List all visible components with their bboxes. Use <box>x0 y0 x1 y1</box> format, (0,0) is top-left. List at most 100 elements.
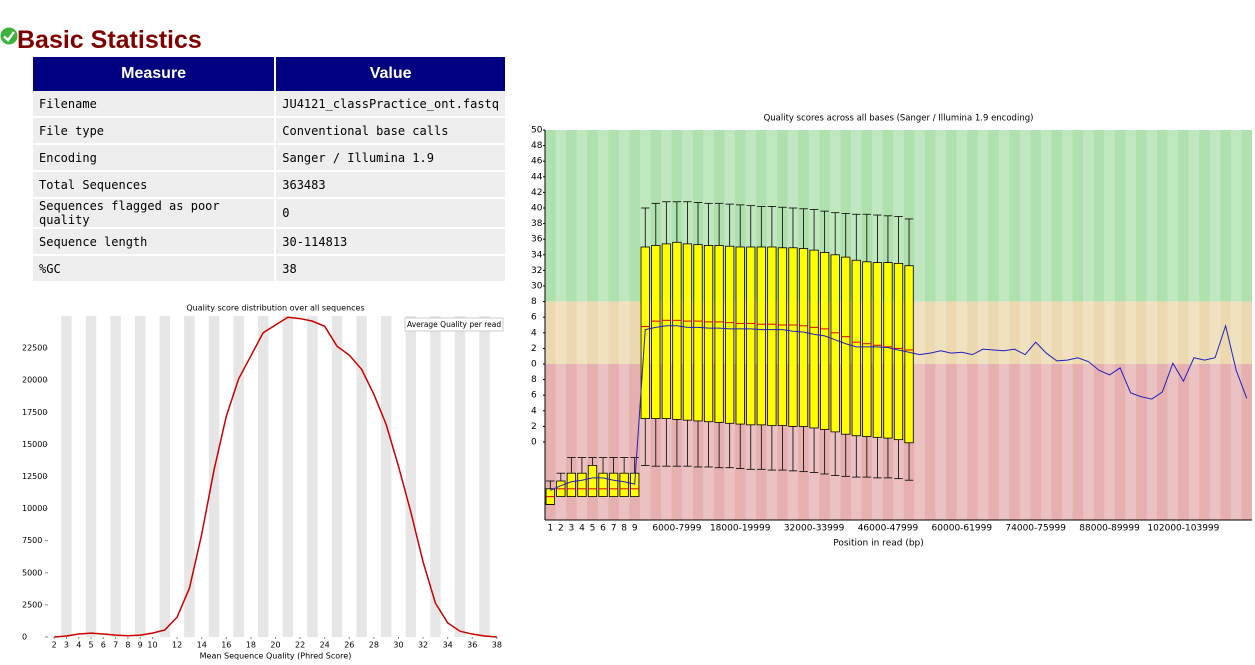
stripe <box>356 316 367 637</box>
table-row: Encoding Sanger / Illumina 1.9 <box>33 144 507 172</box>
box <box>756 246 766 426</box>
y-tick-label: 0 <box>531 360 537 370</box>
stripe <box>110 316 121 637</box>
stripe <box>956 130 968 520</box>
stripe <box>977 130 989 520</box>
stripe <box>1209 130 1221 520</box>
value-cell: JU4121_classPractice_ont.fastq <box>275 91 507 118</box>
x-tick-label: 28 <box>369 641 379 650</box>
table-header: Measure Value <box>33 57 507 91</box>
y-tick-label: 15000 <box>22 440 47 449</box>
x-tick-label: 5 <box>590 524 596 534</box>
stripe <box>331 316 343 637</box>
series-line <box>54 316 497 638</box>
y-tick-label: 22500 <box>22 344 47 353</box>
x-tick-label: 88000-89999 <box>1079 524 1140 534</box>
x-tick-label: 46000-47999 <box>858 524 919 534</box>
box <box>841 256 851 435</box>
legend-box <box>404 317 504 332</box>
y-tick-label: 20000 <box>22 376 47 385</box>
box <box>735 246 745 425</box>
x-tick-label: 8 <box>621 524 627 534</box>
x-tick-label: 8 <box>125 641 130 650</box>
stripe <box>597 130 609 520</box>
x-tick-label: 2 <box>558 524 564 534</box>
column-header: Value <box>275 57 507 91</box>
stripe <box>61 316 72 637</box>
box <box>619 472 629 498</box>
y-tick-label: 38 <box>531 219 543 229</box>
stripe <box>208 316 220 637</box>
box <box>608 472 619 498</box>
x-tick-label: 18000-19999 <box>710 524 771 534</box>
section-title: Basic Statistics <box>17 26 202 54</box>
stripe <box>1019 130 1031 520</box>
table-row: Filename JU4121_classPractice_ont.fastq <box>33 91 507 118</box>
y-tick-label: 2 <box>531 422 537 432</box>
measure-cell: Encoding <box>33 144 277 172</box>
x-tick-label: 32 <box>418 641 428 650</box>
y-tick-label: 36 <box>531 235 543 245</box>
table-row: Sequences flagged as poor quality 0 <box>33 198 507 229</box>
x-tick-label: 60000-61999 <box>932 524 993 534</box>
y-tick-label: 10000 <box>22 504 47 513</box>
y-tick-label: 6 <box>531 391 537 401</box>
mean-line <box>550 323 1248 491</box>
value-cell: 0 <box>275 198 507 229</box>
y-tick-label: 8 <box>531 297 537 307</box>
measure-cell: %GC <box>33 255 277 283</box>
box <box>809 249 819 429</box>
x-tick-label: 1 <box>547 524 553 534</box>
measure-cell: Total Sequences <box>33 171 277 199</box>
y-tick-label: 4 <box>531 406 537 416</box>
x-tick-label: 12 <box>172 641 182 650</box>
y-tick-label: 50 <box>531 126 543 136</box>
box <box>883 262 893 439</box>
x-tick-label: 9 <box>632 524 638 534</box>
box <box>820 252 830 430</box>
box <box>587 464 598 497</box>
x-tick-label: 5 <box>88 641 93 650</box>
box <box>746 246 756 426</box>
x-tick-label: 3 <box>569 524 575 534</box>
stripe <box>1040 130 1052 520</box>
x-tick-label: 4 <box>579 524 585 534</box>
box <box>577 472 587 498</box>
measure-cell: Sequences flagged as poor quality <box>33 198 277 229</box>
x-tick-label: 7 <box>611 524 617 534</box>
y-tick-label: 5000 <box>22 568 42 577</box>
stripe <box>282 316 294 637</box>
table-body: Filename JU4121_classPractice_ont.fastq Fi… <box>33 91 507 283</box>
x-tick-label: 32000-33999 <box>784 524 845 534</box>
stripe <box>1230 130 1242 520</box>
box <box>682 243 693 421</box>
stripe <box>85 316 97 637</box>
stripe <box>555 130 567 520</box>
table-row: Sequence length 30-114813 <box>33 228 507 256</box>
stripe <box>1125 130 1136 520</box>
stripe <box>1104 130 1115 520</box>
stripe <box>1083 130 1094 520</box>
measure-cell: Filename <box>33 91 277 118</box>
stripe <box>380 316 392 637</box>
box <box>661 243 671 420</box>
box <box>693 244 703 422</box>
chart-title: Quality scores across all bases (Sanger … <box>764 114 1034 124</box>
box <box>767 246 777 427</box>
x-tick-label: 14 <box>197 641 207 650</box>
stripe <box>998 130 1010 520</box>
y-tick-label: 7500 <box>22 536 42 545</box>
stripe <box>430 316 441 637</box>
x-tick-label: 2 <box>52 641 57 650</box>
y-tick-label: 2 <box>531 344 537 354</box>
x-tick-label: 36 <box>467 641 477 650</box>
box <box>872 262 883 438</box>
y-tick-label: 30 <box>531 282 543 292</box>
stripe <box>1062 130 1073 520</box>
x-tick-label: 18 <box>246 641 256 650</box>
chart-title: Quality score distribution over all sequ… <box>186 304 364 313</box>
box <box>788 247 798 427</box>
value-cell: 30-114813 <box>275 228 507 256</box>
y-tick-label: 34 <box>531 250 543 260</box>
